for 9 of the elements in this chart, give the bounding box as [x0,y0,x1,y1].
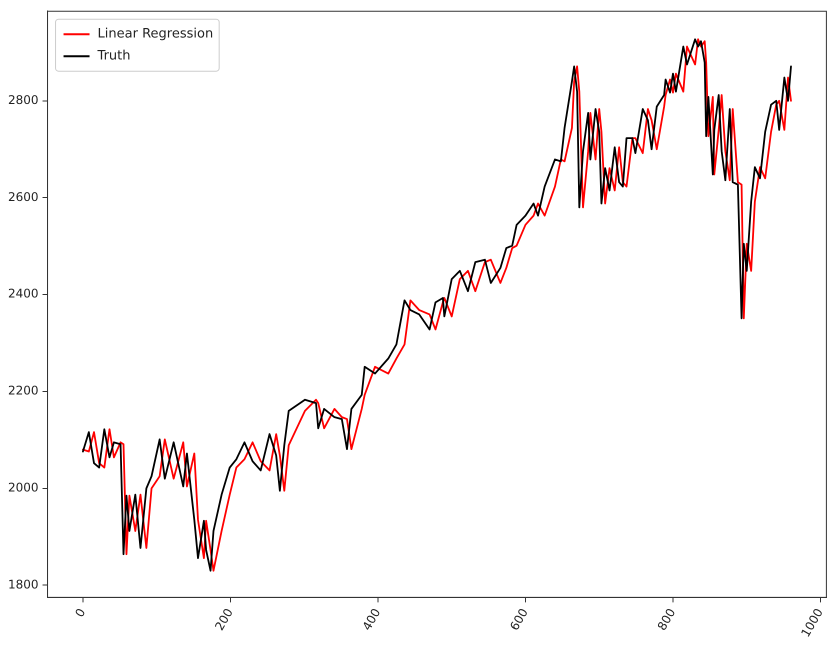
legend-label: Linear Regression [98,26,214,42]
y-tick-label: 2000 [8,480,39,494]
y-tick-label: 2800 [8,92,39,107]
y-tick-label: 2600 [8,190,39,204]
legend-label: Truth [96,48,130,64]
y-tick-label: 2400 [8,286,39,301]
x-tick-label: 0 [72,606,88,620]
y-tick-label: 2200 [8,384,39,398]
y-tick-label: 1800 [8,577,39,592]
